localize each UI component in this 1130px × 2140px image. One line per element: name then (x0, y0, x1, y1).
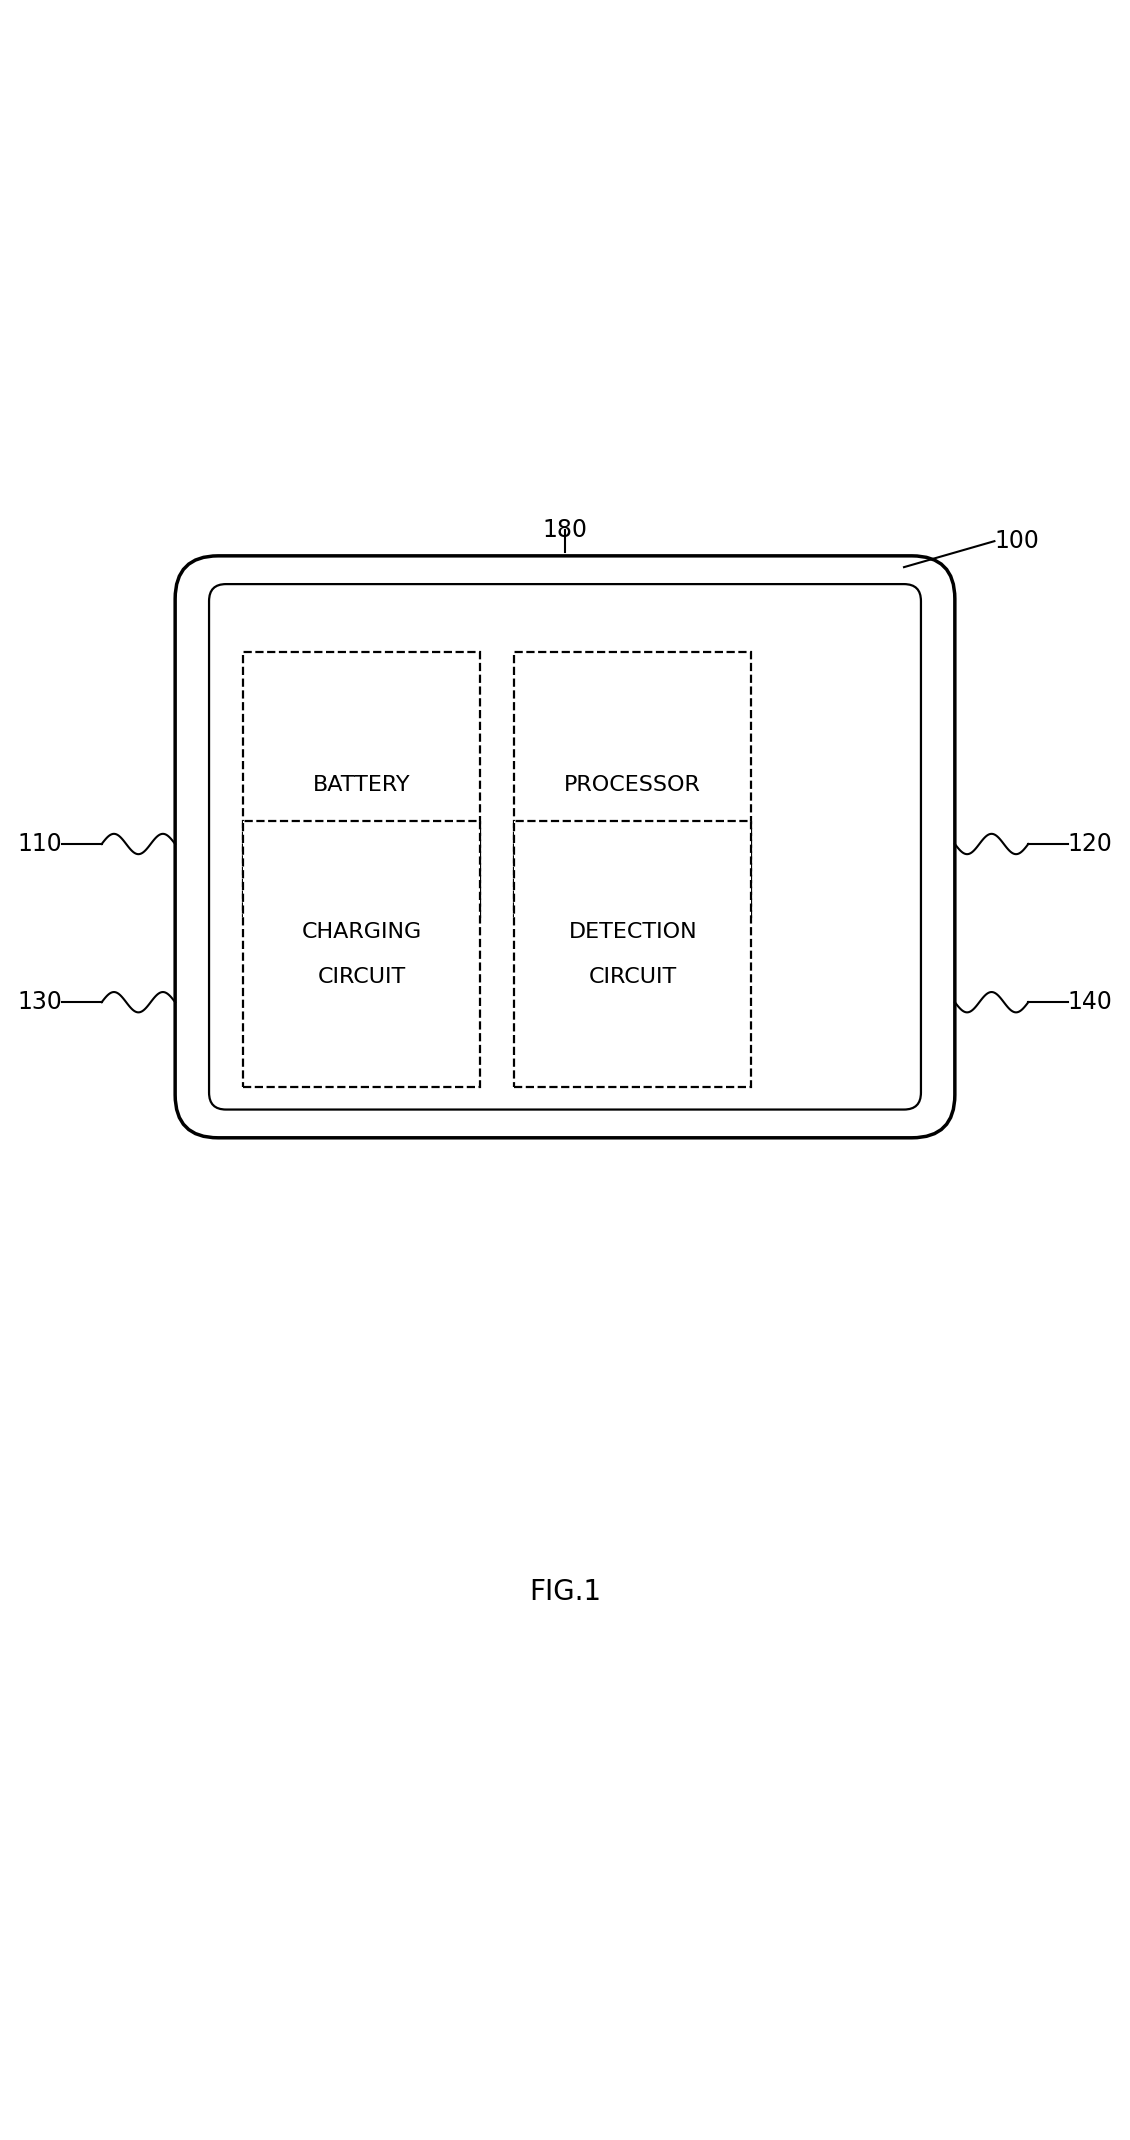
Text: BATTERY: BATTERY (313, 775, 410, 794)
Text: 130: 130 (17, 991, 62, 1014)
Text: CIRCUIT: CIRCUIT (589, 967, 677, 987)
Text: 140: 140 (1068, 991, 1113, 1014)
Text: 180: 180 (542, 518, 588, 541)
Bar (243, 822, 480, 1087)
Text: CHARGING: CHARGING (302, 922, 421, 942)
Text: CIRCUIT: CIRCUIT (318, 967, 406, 987)
Text: 120: 120 (1068, 832, 1113, 856)
Text: FIG.1: FIG.1 (529, 1577, 601, 1605)
Text: PROCESSOR: PROCESSOR (564, 775, 702, 794)
Text: DETECTION: DETECTION (568, 922, 697, 942)
Bar (243, 653, 480, 918)
Text: 100: 100 (994, 529, 1040, 552)
FancyBboxPatch shape (209, 584, 921, 1109)
Bar (514, 822, 751, 1087)
Text: 110: 110 (17, 832, 62, 856)
FancyBboxPatch shape (175, 556, 955, 1138)
Bar (514, 653, 751, 918)
